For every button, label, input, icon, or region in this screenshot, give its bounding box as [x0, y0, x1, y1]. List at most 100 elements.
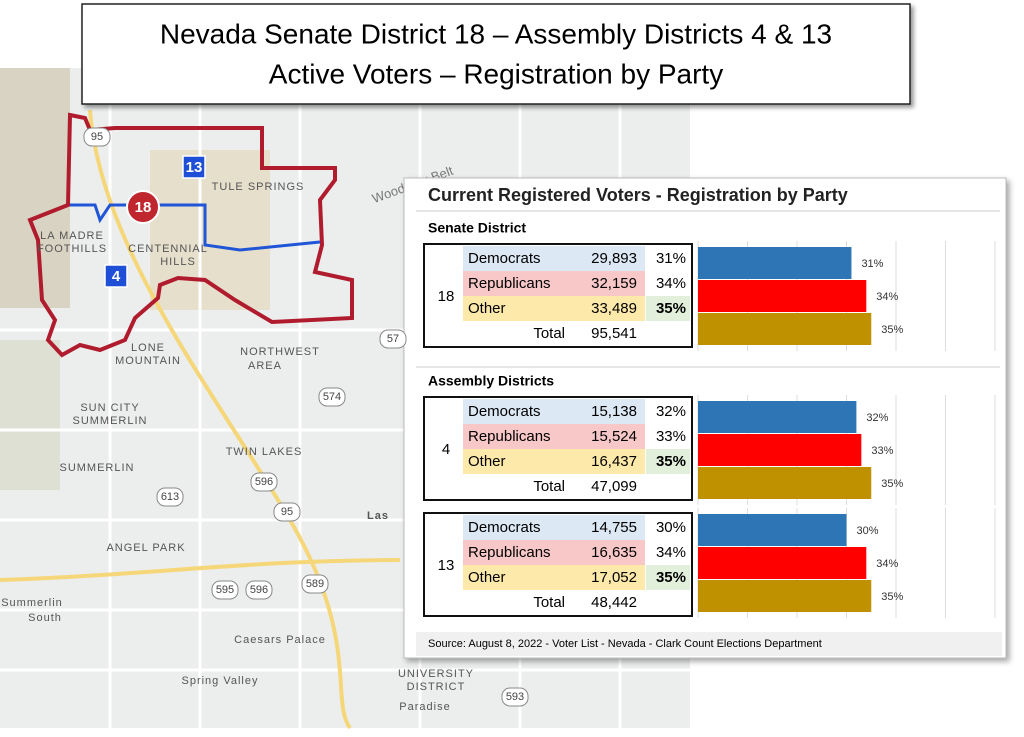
voters: 14,755: [591, 519, 637, 536]
shield-label: 593: [506, 691, 524, 703]
title-line: Nevada Senate District 18 – Assembly Dis…: [160, 18, 832, 49]
share: 31%: [656, 250, 686, 267]
district-label: 18: [135, 199, 152, 216]
party-cell: [463, 449, 578, 474]
bar: [698, 247, 852, 279]
highway-shield: [273, 502, 301, 522]
highway-shield: [250, 472, 278, 492]
party-cell: [463, 296, 578, 321]
bar: [698, 280, 867, 312]
party-cell: [463, 246, 578, 271]
highway-shield: [156, 487, 184, 507]
place-label: Las: [367, 510, 389, 522]
district-label: 13: [186, 159, 203, 176]
place-label: HILLS: [160, 256, 196, 268]
place-label: LONE: [131, 342, 165, 354]
place-label: SUMMERLIN: [59, 462, 134, 474]
highway-shield: [379, 329, 407, 349]
district: 4: [442, 441, 450, 458]
total-label: Total: [533, 594, 565, 611]
party: Democrats: [468, 403, 541, 420]
place-label: Paradise: [399, 701, 450, 713]
voters-cell: [578, 565, 645, 590]
assembly-boundary: [70, 203, 321, 252]
bar-label: 30%: [857, 525, 879, 537]
title-box: [81, 3, 911, 105]
bar: [698, 313, 872, 345]
place-label: DISTRICT: [407, 681, 466, 693]
highway-shield: [318, 387, 346, 407]
map-terrain: [0, 68, 70, 308]
bar-label: 35%: [881, 324, 903, 336]
bar: [698, 467, 872, 499]
voters: 16,635: [591, 544, 637, 561]
party-cell: [463, 271, 578, 296]
shield-label: 589: [306, 578, 324, 590]
map-terrain: [150, 150, 270, 310]
share-cell: [646, 271, 690, 296]
voters: 17,052: [591, 569, 637, 586]
bar: [698, 434, 862, 466]
highway-shield: [245, 580, 273, 600]
table-box: [423, 243, 693, 348]
voters-cell: [578, 399, 645, 424]
place-label: TWIN LAKES: [226, 446, 303, 458]
shield-label: 95: [281, 506, 293, 518]
panel-title: Current Registered Voters - Registration…: [428, 185, 848, 205]
section-heading: Assembly Districts: [428, 373, 554, 389]
table-box: [423, 396, 693, 501]
voters-cell: [578, 271, 645, 296]
place-label: ANGEL PARK: [106, 542, 185, 554]
share-cell: [646, 246, 690, 271]
share-cell: [646, 515, 690, 540]
place-label: Summerlin: [1, 597, 63, 609]
share-cell: [646, 449, 690, 474]
section-heading: Senate District: [428, 220, 526, 236]
total: 95,541: [591, 325, 637, 342]
map-terrain: [0, 340, 60, 490]
shield-label: 595: [216, 584, 234, 596]
share: 34%: [656, 275, 686, 292]
share: 35%: [656, 569, 686, 586]
share-cell: [646, 399, 690, 424]
party: Other: [468, 453, 506, 470]
place-label: TULE SPRINGS: [212, 181, 305, 193]
party: Other: [468, 300, 506, 317]
voters-cell: [578, 296, 645, 321]
bar-label: 33%: [871, 445, 893, 457]
senate-boundary: [27, 112, 354, 358]
place-label: NORTHWEST: [240, 346, 320, 358]
place-label: Spring Valley: [182, 675, 259, 687]
total: 47,099: [591, 478, 637, 495]
party-cell: [463, 565, 578, 590]
place-label: MOUNTAIN: [115, 355, 181, 367]
party: Republicans: [468, 275, 551, 292]
bar: [698, 547, 867, 579]
place-label: UNIVERSITY: [398, 668, 474, 680]
voters-cell: [578, 246, 645, 271]
voters: 29,893: [591, 250, 637, 267]
bar: [698, 401, 857, 433]
voters-cell: [578, 515, 645, 540]
voters: 15,138: [591, 403, 637, 420]
bar-label: 35%: [881, 591, 903, 603]
bar-label: 34%: [876, 291, 898, 303]
bar-label: 34%: [876, 558, 898, 570]
place-label: South: [28, 612, 62, 624]
place-label: Caesars Palace: [234, 634, 326, 646]
shield-label: 95: [91, 131, 103, 143]
voters: 16,437: [591, 453, 637, 470]
bar-label: 35%: [881, 478, 903, 490]
share: 33%: [656, 428, 686, 445]
share-cell: [646, 424, 690, 449]
total-label: Total: [533, 478, 565, 495]
district: 18: [438, 288, 455, 305]
bar: [698, 580, 872, 612]
voters: 15,524: [591, 428, 637, 445]
total: 48,442: [591, 594, 637, 611]
party: Other: [468, 569, 506, 586]
share-cell: [646, 296, 690, 321]
district: 13: [438, 557, 455, 574]
source: Source: August 8, 2022 - Voter List - Ne…: [428, 638, 822, 650]
share: 34%: [656, 544, 686, 561]
